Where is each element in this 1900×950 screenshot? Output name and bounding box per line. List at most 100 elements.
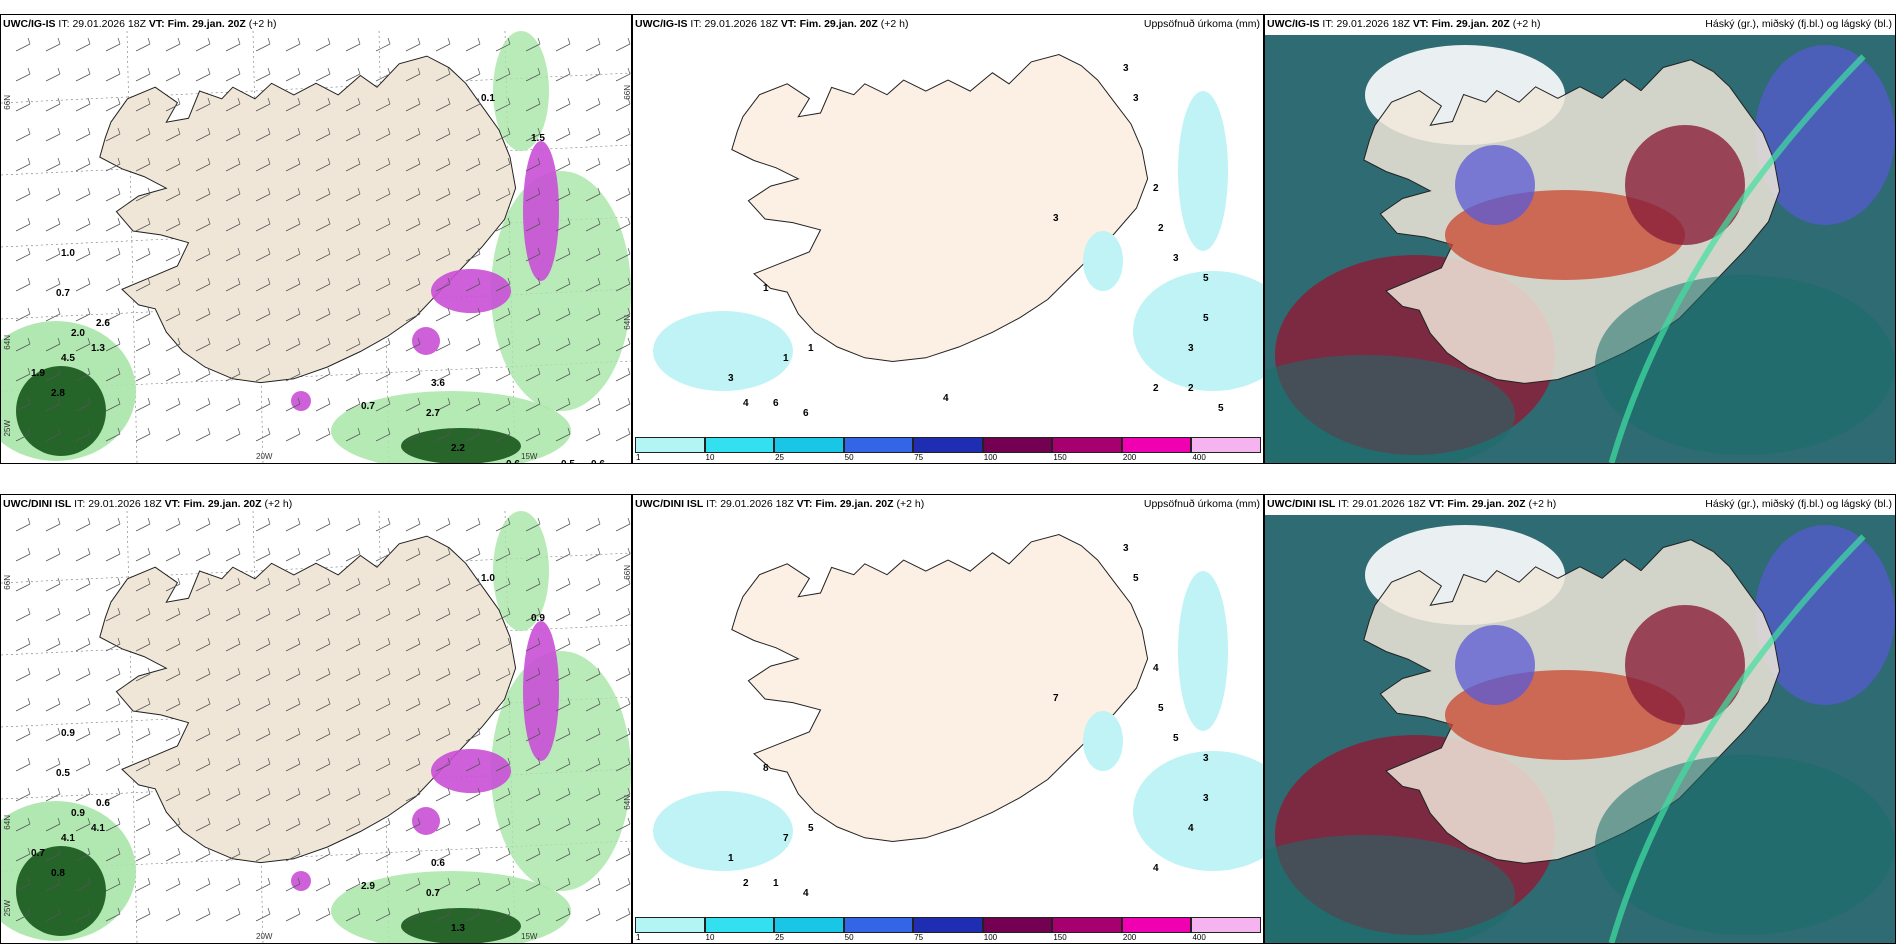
wind-barb (75, 403, 91, 412)
wind-barb (255, 823, 271, 832)
wind-barb (45, 43, 61, 52)
wind-barb (567, 397, 571, 405)
wind-barb (447, 217, 451, 225)
wind-barb (465, 853, 481, 862)
value-label: 1 (728, 853, 734, 864)
wind-barb (495, 703, 511, 712)
wind-barb (177, 757, 181, 765)
wind-barb (597, 727, 601, 735)
wind-barb (435, 313, 451, 322)
wind-barb (627, 637, 631, 645)
wind-barb (597, 637, 601, 645)
value-label: 0.7 (426, 888, 440, 899)
wind-barb (147, 247, 151, 255)
wind-barb (537, 127, 541, 135)
wind-barb (75, 133, 91, 142)
wind-barb (267, 67, 271, 75)
wind-barb (237, 757, 241, 765)
wind-barb (597, 607, 601, 615)
wind-barb (297, 307, 301, 315)
lat-label: 64N (3, 335, 12, 350)
wind-barb (297, 427, 301, 435)
wind-barb (327, 277, 331, 285)
wind-barb (417, 307, 421, 315)
wind-barb (627, 607, 631, 615)
wind-barb (27, 157, 31, 165)
wind-barb (327, 157, 331, 165)
wind-barb (297, 277, 301, 285)
wind-barb (345, 793, 361, 802)
wind-barb (387, 187, 391, 195)
panel-title: UWC/DINI ISL IT: 29.01.2026 18Z VT: Fim.… (1267, 498, 1557, 510)
wind-barb (477, 697, 481, 705)
wind-barb (165, 313, 181, 322)
wind-barb (297, 607, 301, 615)
wind-barb (225, 433, 241, 442)
wind-barb (165, 793, 181, 802)
wind-barb (315, 553, 331, 562)
wind-barb (585, 583, 601, 592)
wind-barb (435, 853, 451, 862)
panel-title: UWC/IG-IS IT: 29.01.2026 18Z VT: Fim. 29… (3, 18, 277, 30)
wind-barb (585, 913, 601, 922)
wind-barb (585, 523, 601, 532)
wind-barb (447, 67, 451, 75)
wind-barb (477, 547, 481, 555)
wind-barb (165, 373, 181, 382)
colorbar-tick: 25 (775, 453, 785, 462)
wind-barb (267, 337, 271, 345)
wind-barb (105, 613, 121, 622)
wind-barb (627, 97, 631, 105)
wind-barb (267, 757, 271, 765)
wind-barb (447, 127, 451, 135)
wind-barb (315, 403, 331, 412)
wind-barb (507, 367, 511, 375)
wind-barb (75, 373, 91, 382)
wind-barb (105, 703, 121, 712)
wind-barb (375, 73, 391, 82)
field-area (412, 807, 440, 835)
wind-barb (315, 313, 331, 322)
value-label: 1.0 (481, 573, 495, 584)
wind-barb (555, 793, 571, 802)
colorbar-tick: 75 (914, 933, 924, 942)
value-label: 4 (803, 888, 809, 899)
wind-barb (147, 637, 151, 645)
wind-barb (255, 73, 271, 82)
value-label: 2 (1188, 383, 1194, 394)
colorbar-tick: 10 (705, 453, 715, 462)
colorbar-tick: 50 (844, 453, 854, 462)
value-label: 0.8 (51, 868, 65, 879)
wind-barb (207, 307, 211, 315)
wind-barb (237, 277, 241, 285)
wind-barb (165, 403, 181, 412)
wind-barb (465, 283, 481, 292)
wind-barb (15, 253, 31, 262)
wind-barb (495, 673, 511, 682)
wind-barb (75, 823, 91, 832)
wind-barb (375, 823, 391, 832)
wind-barb (615, 253, 631, 262)
value-label: 3 (1173, 253, 1179, 264)
value-label: 0.7 (56, 288, 70, 299)
wind-barb (555, 703, 571, 712)
wind-barb (435, 733, 451, 742)
wind-barb (375, 583, 391, 592)
wind-barb (15, 283, 31, 292)
wind-barb (207, 277, 211, 285)
wind-barb (105, 343, 121, 352)
wind-barb (195, 283, 211, 292)
panel-variable: Uppsöfnuð úrkoma (mm) (1143, 498, 1260, 510)
wind-barb (297, 367, 301, 375)
wind-barb (387, 667, 391, 675)
wind-barb (627, 367, 631, 375)
wind-barb (147, 367, 151, 375)
value-label: 2.2 (451, 443, 465, 454)
wind-barb (537, 907, 541, 915)
wind-barb (45, 523, 61, 532)
wind-barb (465, 883, 481, 892)
wind-barb (405, 703, 421, 712)
wind-barb (537, 787, 541, 795)
wind-barb (237, 877, 241, 885)
wind-barb (315, 703, 331, 712)
